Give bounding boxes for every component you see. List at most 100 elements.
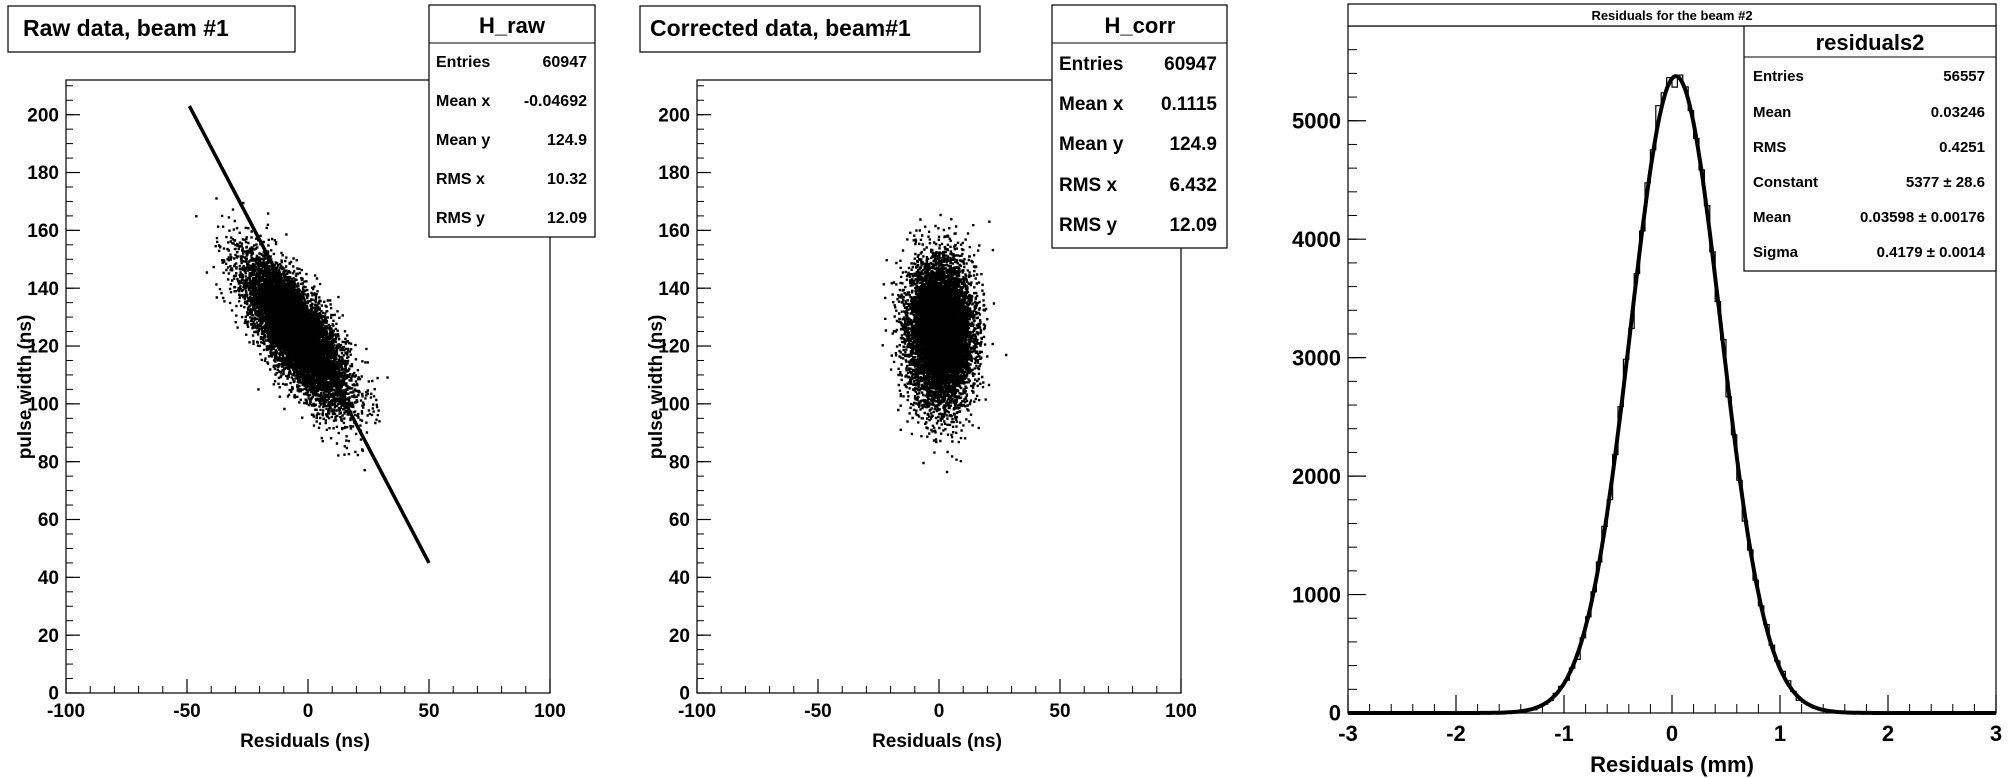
stats-value-entries: 60947 [1164, 54, 1217, 75]
stats-value-fit-mean: 0.03598 ± 0.00176 [1860, 209, 1985, 226]
x-tick-label: 100 [1165, 701, 1197, 722]
stats-label-entries: Entries [436, 54, 490, 71]
y-tick-label: 180 [658, 163, 690, 184]
stats-value-entries: 60947 [543, 54, 588, 71]
panel-residuals-histogram: -3 -2 -1 0 1 2 3 0 1000 2000 3000 4000 5000 Residual… [1292, 3, 2002, 777]
stats-value-mean-y: 124.9 [547, 132, 587, 149]
stats-value-mean-x: 0.1115 [1161, 94, 1217, 115]
chart-title: Raw data, beam #1 [23, 15, 229, 41]
x-tick-label: -1 [1554, 721, 1574, 746]
stats-label-mean-y: Mean y [436, 132, 490, 149]
stats-title: H_corr [1105, 13, 1176, 38]
axis-ticks [696, 85, 1182, 694]
y-tick-label: 120 [658, 337, 690, 358]
panel-raw-data: -100 -50 0 50 100 0 20 40 60 80 100 120 140 160 180 200… [7, 4, 596, 752]
stats-label-mean: Mean [1753, 104, 1791, 121]
y-tick-label: 160 [658, 221, 690, 242]
stats-label-entries: Entries [1059, 54, 1123, 75]
x-tick-label: -2 [1446, 721, 1466, 746]
scatter-points [881, 213, 1008, 474]
chart-title: Residuals for the beam #2 [1591, 8, 1752, 23]
y-tick-label: 80 [38, 452, 59, 473]
y-axis-label: pulse width (ns) [15, 315, 36, 460]
y-tick-label: 200 [27, 105, 59, 126]
panel-corrected-data: -100 -50 0 50 100 0 20 40 60 80 100 120 140 160 180 200… [639, 4, 1228, 752]
y-tick-label: 2000 [1292, 464, 1341, 489]
axis-ticks [1347, 25, 1997, 714]
y-tick-label: 0 [48, 684, 59, 705]
tick-labels: -100 -50 0 50 100 0 20 40 60 80 100 120 140 160 180 200 [658, 105, 1197, 722]
stats-value-rms-x: 10.32 [547, 171, 587, 188]
stats-label-mean-x: Mean x [436, 93, 490, 110]
scatter-points-path [881, 213, 1008, 474]
stats-label-rms-x: RMS x [436, 171, 485, 188]
stats-label-constant: Constant [1753, 174, 1818, 191]
scatter-points [195, 197, 389, 472]
y-tick-label: 20 [669, 626, 690, 647]
x-tick-label: -100 [47, 701, 85, 722]
y-axis-label: pulse width (ns) [646, 315, 667, 460]
stats-label-mean-x: Mean x [1059, 94, 1124, 115]
scatter-points-path [195, 197, 389, 472]
x-axis-label: Residuals (mm) [1590, 752, 1754, 777]
stats-title: H_raw [479, 13, 546, 38]
chart-title: Corrected data, beam#1 [650, 15, 911, 41]
stats-value-mean-y: 124.9 [1169, 134, 1217, 155]
stats-label-sigma: Sigma [1753, 244, 1799, 261]
x-tick-label: 0 [303, 701, 314, 722]
stats-value-entries: 56557 [1943, 68, 1985, 85]
tick-labels: -3 -2 -1 0 1 2 3 0 1000 2000 3000 4000 5000 [1292, 108, 2002, 746]
stats-box: residuals2 Entries 56557 Mean 0.03246 RM… [1743, 25, 1997, 272]
y-tick-label: 5000 [1292, 108, 1341, 133]
stats-value-mean: 0.03246 [1931, 104, 1985, 121]
x-tick-label: -50 [804, 701, 831, 722]
y-tick-label: 4000 [1292, 227, 1341, 252]
y-tick-label: 20 [38, 626, 59, 647]
stats-label-rms: RMS [1753, 139, 1786, 156]
y-tick-label: 80 [669, 452, 690, 473]
stats-label-rms-y: RMS y [436, 210, 485, 227]
x-tick-label: 0 [1666, 721, 1678, 746]
stats-value-rms-y: 12.09 [547, 210, 587, 227]
tick-labels: -100 -50 0 50 100 0 20 40 60 80 100 120 140 160 180 200 [27, 105, 566, 722]
y-tick-label: 0 [1329, 701, 1341, 726]
x-axis-label: Residuals (ns) [240, 731, 370, 752]
x-tick-label: 100 [534, 701, 566, 722]
stats-value-constant: 5377 ± 28.6 [1906, 174, 1985, 191]
title-box [7, 5, 296, 53]
y-tick-label: 60 [669, 510, 690, 531]
title-box [1347, 3, 1997, 27]
y-tick-label: 0 [679, 684, 690, 705]
y-tick-label: 180 [27, 163, 59, 184]
y-tick-label: 100 [27, 394, 59, 415]
x-tick-label: 50 [418, 701, 439, 722]
x-tick-label: 1 [1774, 721, 1786, 746]
stats-value-sigma: 0.4179 ± 0.0014 [1877, 244, 1986, 261]
stats-value-rms-x: 6.432 [1169, 175, 1217, 196]
axis-ticks [65, 85, 551, 694]
x-tick-label: 50 [1049, 701, 1070, 722]
y-tick-label: 200 [658, 105, 690, 126]
y-tick-label: 120 [27, 337, 59, 358]
y-tick-label: 100 [658, 394, 690, 415]
fit-line [187, 105, 431, 564]
stats-box: H_corr Entries 60947 Mean x 0.1115 Mean … [1051, 4, 1228, 249]
stats-box: H_raw Entries 60947 Mean x -0.04692 Mean… [428, 4, 596, 238]
stats-label-mean-y: Mean y [1059, 134, 1124, 155]
stats-label-rms-x: RMS x [1059, 175, 1118, 196]
y-tick-label: 3000 [1292, 345, 1341, 370]
stats-label-rms-y: RMS y [1059, 215, 1118, 236]
stats-label-fit-mean: Mean [1753, 209, 1791, 226]
y-tick-label: 160 [27, 221, 59, 242]
y-tick-label: 40 [38, 568, 59, 589]
stats-value-mean-x: -0.04692 [524, 93, 587, 110]
y-tick-label: 140 [658, 279, 690, 300]
stats-value-rms: 0.4251 [1939, 139, 1985, 156]
x-tick-label: 3 [1990, 721, 2002, 746]
stats-label-entries: Entries [1753, 68, 1804, 85]
x-tick-label: 0 [934, 701, 945, 722]
x-tick-label: -3 [1338, 721, 1358, 746]
y-tick-label: 1000 [1292, 582, 1341, 607]
x-tick-label: 2 [1882, 721, 1894, 746]
